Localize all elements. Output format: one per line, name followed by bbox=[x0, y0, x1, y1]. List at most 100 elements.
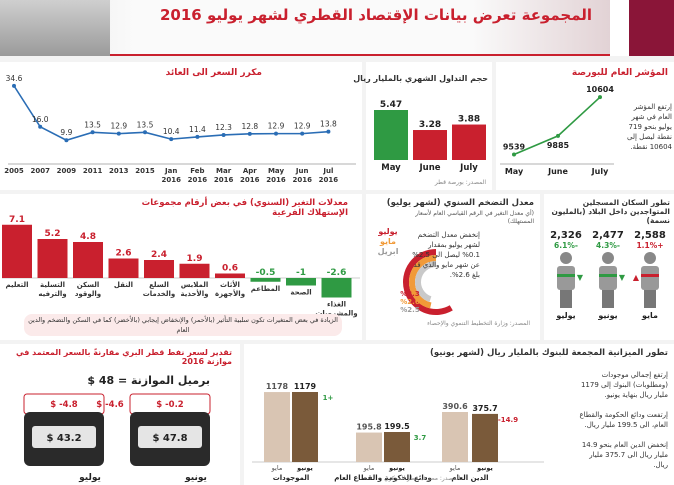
population-value: 2,477 bbox=[592, 230, 624, 241]
barrel-month: يوليو bbox=[78, 473, 101, 483]
population-change: 6.1%- bbox=[554, 241, 578, 250]
cpi-panel: معدلات التغير (السنوي) في بعض أرقام مجمو… bbox=[0, 194, 362, 340]
barrel-diff-label-2: $ -4.6 bbox=[96, 400, 124, 410]
index-x-label: June bbox=[547, 167, 568, 176]
pe-x-tick: May bbox=[268, 167, 284, 175]
pe-point bbox=[326, 129, 331, 134]
cpi-x-label: المطاعم bbox=[251, 285, 280, 293]
pe-value-label: 12.9 bbox=[110, 122, 127, 131]
inflation-ring bbox=[409, 255, 437, 309]
inflation-legend-item: يوليو bbox=[377, 227, 397, 236]
cpi-x-label: التسلية bbox=[40, 281, 65, 289]
banks-group-label: الدين العام bbox=[451, 474, 488, 482]
pe-x-tick: Feb bbox=[190, 167, 204, 175]
barrel-diff-label: $ -4.8 bbox=[50, 400, 78, 410]
banks-prev-value: 1178 bbox=[266, 382, 289, 391]
person-band-icon bbox=[599, 274, 617, 277]
banks-bar-prev bbox=[264, 392, 290, 462]
cpi-x-label: الأثاث bbox=[220, 280, 240, 289]
banks-prev-value: 390.6 bbox=[442, 402, 468, 411]
cpi-bar bbox=[37, 239, 68, 278]
page-title: المجموعة تعرض بيانات الإقتصاد القطري لشه… bbox=[160, 6, 593, 24]
inflation-panel: معدل التضخم السنوي (لشهر يوليو) (أي معدل… bbox=[366, 194, 540, 340]
banks-curr-value: 375.7 bbox=[472, 404, 497, 413]
population-label: يونيو bbox=[597, 311, 617, 320]
pe-value-label: 13.8 bbox=[320, 120, 337, 129]
volume-x-label: July bbox=[459, 163, 478, 173]
pe-value-label: 12.3 bbox=[215, 123, 232, 132]
pe-x-tick: 2016 bbox=[292, 176, 312, 184]
banks-prev-label: مايو bbox=[363, 464, 375, 472]
pe-point bbox=[38, 124, 43, 129]
population-arrow-icon: ▼ bbox=[619, 273, 626, 282]
population-change: 4.3%- bbox=[596, 241, 620, 250]
pe-value-label: 16.0 bbox=[32, 115, 49, 124]
person-band-icon bbox=[557, 274, 575, 277]
person-legs-icon bbox=[560, 290, 572, 308]
banks-bar-prev bbox=[356, 432, 382, 462]
cpi-x-label: الغذاء bbox=[327, 301, 346, 309]
cpi-x-label: والأجهزة bbox=[215, 289, 245, 298]
banks-title: تطور الميزانية المجمعة للبنوك بالمليار ر… bbox=[430, 348, 668, 358]
index-value-label: 10604 bbox=[586, 85, 614, 94]
person-head-icon bbox=[560, 252, 572, 264]
banks-change: 3.7 bbox=[414, 434, 427, 442]
person-body-icon bbox=[599, 266, 617, 290]
pe-point bbox=[116, 131, 121, 136]
banks-curr-label: يونيو bbox=[296, 464, 313, 472]
pe-x-tick: 2009 bbox=[57, 167, 77, 175]
banks-prev-label: مايو bbox=[271, 464, 283, 472]
inflation-legend-item: ابريل bbox=[378, 247, 399, 256]
cpi-value-label: -1 bbox=[296, 268, 306, 278]
pe-point bbox=[274, 131, 278, 136]
cpi-x-label: والوقود bbox=[75, 290, 101, 298]
banks-group-label: ودائع الحكومة والقطاع العام bbox=[334, 474, 432, 482]
banks-curr-value: 1179 bbox=[294, 382, 317, 391]
budget-panel: تقدير لسعر نفط قطر البري مقارنةً بالسعر … bbox=[0, 344, 240, 485]
index-point bbox=[512, 152, 516, 157]
banks-prev-value: 195.8 bbox=[356, 423, 382, 432]
pe-x-tick: Jul bbox=[322, 167, 333, 175]
banks-change: -14.9 bbox=[498, 416, 518, 424]
pe-x-tick: 2005 bbox=[4, 167, 24, 175]
pe-x-tick: Jun bbox=[295, 167, 309, 175]
banks-panel: تطور الميزانية المجمعة للبنوك بالمليار ر… bbox=[244, 344, 674, 485]
cpi-x-label: والخدمات bbox=[143, 290, 175, 298]
banks-note-3: إنخفض الدين العام بنحو 14.9 مليار ريال ا… bbox=[581, 441, 668, 469]
pe-value-label: 12.9 bbox=[268, 122, 285, 131]
volume-x-label: May bbox=[381, 163, 401, 173]
budget-title: تقدير لسعر نفط قطر البري مقارنةً بالسعر … bbox=[16, 348, 232, 366]
inflation-value-label: %3.3 bbox=[400, 290, 420, 298]
barrel-value-box bbox=[138, 426, 202, 448]
cpi-title: معدلات التغير (السنوي) في بعض أرقام مجمو… bbox=[141, 198, 348, 218]
pe-x-tick: 2016 bbox=[319, 176, 339, 184]
cpi-value-label: 1.9 bbox=[187, 254, 203, 264]
volume-value-label: 3.88 bbox=[458, 115, 480, 125]
header: المجموعة تعرض بيانات الإقتصاد القطري لشه… bbox=[0, 0, 674, 56]
volume-bar bbox=[413, 130, 447, 160]
cpi-value-label: 5.2 bbox=[45, 229, 61, 239]
banks-bar-chart: 1178 1179 1+ مايو يونيو الموجودات 195.8 199.5 3.… bbox=[252, 382, 544, 482]
cpi-value-label: 4.8 bbox=[80, 232, 96, 242]
pe-x-tick: 2015 bbox=[135, 167, 155, 175]
cpi-bar bbox=[286, 278, 316, 286]
person-legs-icon bbox=[602, 290, 614, 308]
pe-x-tick: 2016 bbox=[214, 176, 234, 184]
index-x-label: July bbox=[591, 167, 609, 176]
cpi-x-label: السكن bbox=[77, 281, 100, 289]
barrel-diff-label: $ -0.2 bbox=[156, 400, 184, 410]
person-body-icon bbox=[557, 266, 575, 290]
banks-bar-curr bbox=[292, 392, 318, 462]
index-value-label: 9539 bbox=[503, 143, 526, 152]
population-arrow-icon: ▲ bbox=[633, 273, 640, 282]
pe-panel: مكرر السعر الى العائد 34.6 16.0 9.9 13.5 12.… bbox=[0, 62, 362, 190]
banks-note-2: إرتفعت ودائع الحكومة والقطاع العام، الى … bbox=[579, 411, 669, 429]
cpi-bar bbox=[321, 278, 352, 298]
cpi-bar bbox=[108, 258, 139, 278]
pe-value-label: 34.6 bbox=[6, 74, 23, 83]
building-photo bbox=[0, 0, 110, 56]
barrel-value: $ 47.8 bbox=[152, 433, 187, 444]
pe-point bbox=[221, 132, 226, 137]
pe-point bbox=[143, 130, 147, 135]
index-panel: المؤشر العام للبورصة 9539 May 9885 June 1060… bbox=[496, 62, 674, 190]
